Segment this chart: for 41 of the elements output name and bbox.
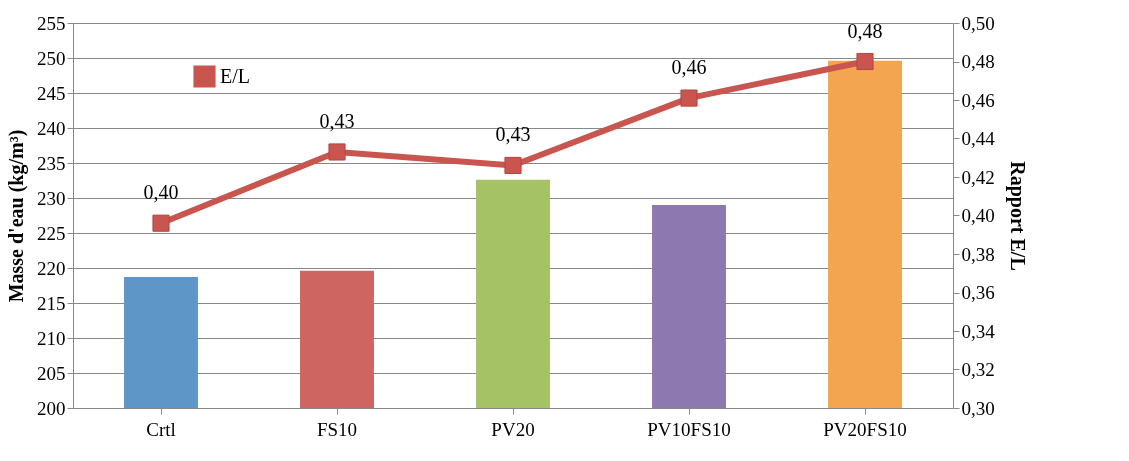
y-tick-label: 220 [37, 257, 66, 279]
y2-tick-label: 0,42 [961, 166, 995, 188]
y-tick-label: 255 [37, 12, 66, 34]
x-tick-label: Crtl [146, 418, 176, 440]
y2-tick-label: 0,46 [961, 89, 995, 111]
y2-tick-label: 0,32 [961, 359, 995, 380]
x-tick-label: FS10 [316, 418, 358, 440]
y-tick-label: 210 [37, 327, 66, 349]
data-label: 0,46 [671, 56, 707, 79]
x-tick-label: PV10FS10 [647, 418, 731, 440]
y-tick-label: 230 [37, 187, 66, 209]
y-tick-label: 225 [37, 222, 66, 244]
y2-axis-title: Rapport E/L [1005, 161, 1029, 271]
point [680, 89, 698, 107]
y-tick-label: 215 [37, 292, 66, 314]
y-tick-label: 250 [37, 47, 66, 69]
y2-tick-label: 0,30 [961, 397, 995, 419]
y-tick-label: 240 [37, 117, 66, 139]
y2-tick-label: 0,50 [961, 12, 995, 34]
y-tick-label: 235 [37, 152, 66, 174]
point [152, 214, 170, 232]
y2-tick-label: 0,36 [961, 282, 995, 303]
point [856, 52, 874, 71]
y-tick-label: 200 [37, 397, 66, 419]
y2-tick-label: 0,38 [961, 243, 995, 265]
point [328, 143, 346, 161]
y-tick-label: 245 [37, 82, 66, 104]
data-label: 0,40 [143, 181, 179, 204]
x-tick-label: PV20FS10 [823, 418, 907, 440]
data-label: 0,43 [495, 123, 531, 146]
point [504, 156, 522, 175]
y2-tick-label: 0,34 [961, 320, 996, 342]
data-label: 0,43 [319, 109, 355, 132]
y2-tick-label: 0,48 [961, 51, 995, 72]
y-axis-title: Masse d'eau (kg/m³) [5, 129, 28, 303]
y-tick-label: 205 [37, 362, 66, 384]
y2-tick-label: 0,44 [961, 128, 996, 149]
legend-label: E/L [220, 64, 250, 87]
x-tick-label: PV20 [491, 418, 535, 440]
y2-tick-label: 0,40 [961, 205, 995, 226]
data-label: 0,48 [847, 19, 883, 42]
